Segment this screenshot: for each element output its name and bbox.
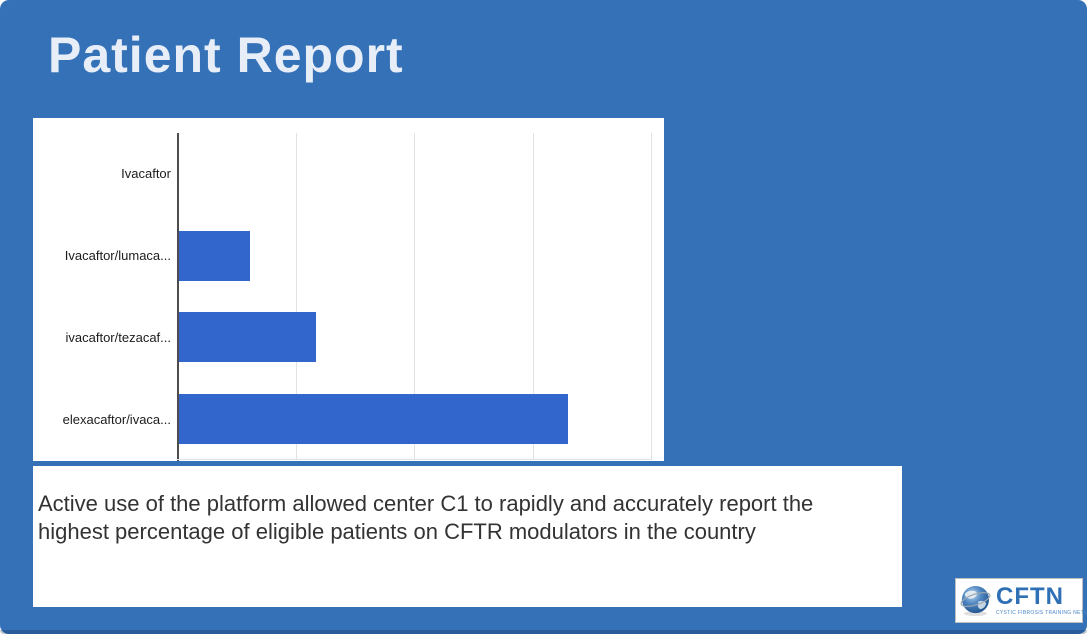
slide-bottom-edge <box>0 630 1087 634</box>
bar <box>179 230 251 281</box>
category-label: ivacaftor/tezacaf... <box>65 329 172 345</box>
bar <box>179 394 568 445</box>
category-label: Ivacaftor <box>121 166 171 182</box>
grid-line <box>532 133 534 460</box>
grid-line <box>651 133 652 460</box>
logo-tagline: CYSTIC FIBROSIS TRAINING NETWORK <box>996 610 1087 616</box>
caption-box: Active use of the platform allowed cente… <box>33 466 902 607</box>
y-axis-line <box>177 133 179 461</box>
bar <box>179 312 317 363</box>
x-axis-baseline <box>177 459 651 460</box>
logo-acronym: CFTN <box>996 583 1064 610</box>
grid-line <box>414 133 415 460</box>
cftn-logo: CFTN CYSTIC FIBROSIS TRAINING NETWORK <box>955 578 1087 623</box>
category-label: elexacaftor/ivaca... <box>62 411 171 427</box>
page-title: Patient Report <box>48 27 404 83</box>
globe-icon <box>960 585 991 617</box>
bar-chart-plot-area: Ivacaftor Ivacaftor/lumaca... ivacaftor/te… <box>33 118 664 461</box>
grid-line <box>295 133 297 460</box>
category-label: Ivacaftor/lumaca... <box>64 248 171 264</box>
logo-text-block: CFTN CYSTIC FIBROSIS TRAINING NETWORK <box>996 585 1087 616</box>
bar-chart: Ivacaftor Ivacaftor/lumaca... ivacaftor/te… <box>33 118 664 461</box>
caption-text: Active use of the platform allowed cente… <box>38 491 814 544</box>
